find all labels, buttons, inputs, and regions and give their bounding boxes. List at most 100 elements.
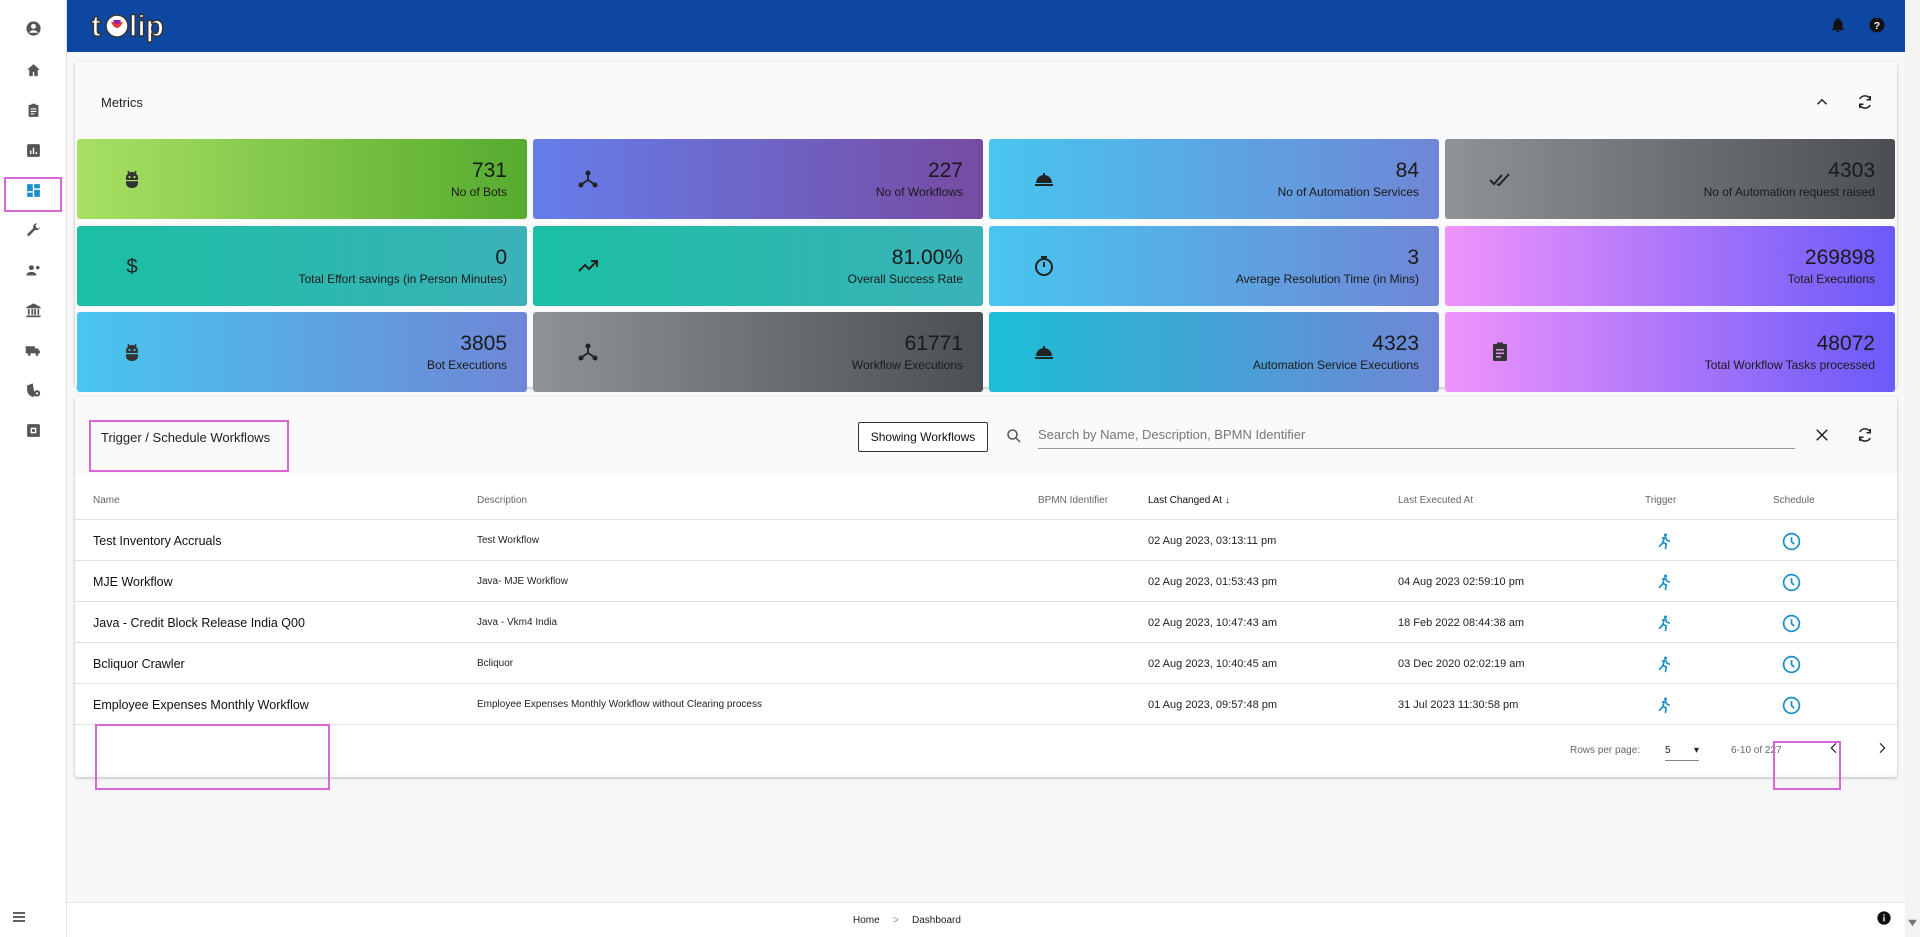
metric-label: No of Bots xyxy=(450,185,507,199)
workflow-name: Java - Credit Block Release India Q00 xyxy=(93,616,305,630)
truck-icon[interactable] xyxy=(20,337,46,363)
trigger-run-icon[interactable] xyxy=(1653,571,1675,593)
metric-value: 84 xyxy=(1395,159,1419,182)
tulip-logo[interactable]: t lip xyxy=(89,6,173,46)
metric-tile-workflow-tasks[interactable]: 48072 Total Workflow Tasks processed xyxy=(1445,312,1895,392)
clipboard-icon xyxy=(1487,339,1513,365)
rows-per-page-label: Rows per page: xyxy=(1570,745,1641,756)
double-check-icon xyxy=(1487,166,1513,192)
metric-tile-success-rate[interactable]: 81.00% Overall Success Rate xyxy=(533,226,983,306)
metric-label: Total Executions xyxy=(1787,272,1875,286)
search-input[interactable] xyxy=(1038,421,1795,449)
account-circle-icon[interactable] xyxy=(20,15,46,41)
info-icon[interactable] xyxy=(1872,906,1896,930)
svg-text:t: t xyxy=(91,10,101,43)
workflow-last-changed: 02 Aug 2023, 03:13:11 pm xyxy=(1148,535,1277,547)
metric-tile-automation-services[interactable]: 84 No of Automation Services xyxy=(989,139,1439,219)
breadcrumb-home[interactable]: Home xyxy=(853,915,880,926)
bank-icon[interactable] xyxy=(20,297,46,323)
column-header-description[interactable]: Description xyxy=(477,495,528,506)
metric-label: Workflow Executions xyxy=(851,358,963,372)
people-settings-icon[interactable] xyxy=(20,257,46,283)
showing-workflows-button[interactable]: Showing Workflows xyxy=(858,422,988,452)
dashboard-icon[interactable] xyxy=(20,177,46,203)
workflow-description: Bcliquor xyxy=(477,658,514,669)
metric-tile-bots[interactable]: 731 No of Bots xyxy=(77,139,527,219)
metric-label: No of Automation request raised xyxy=(1703,185,1875,199)
metric-tile-effort-savings[interactable]: $ 0 Total Effort savings (in Person Minu… xyxy=(77,226,527,306)
trigger-run-icon[interactable] xyxy=(1653,612,1675,634)
table-row[interactable]: Employee Expenses Monthly Workflow Emplo… xyxy=(75,684,1897,725)
trigger-run-icon[interactable] xyxy=(1653,530,1675,552)
table-row[interactable]: MJE Workflow Java- MJE Workflow 02 Aug 2… xyxy=(75,561,1897,602)
metric-tile-workflow-executions[interactable]: 61771 Workflow Executions xyxy=(533,312,983,392)
sort-arrow-down-icon: ↓ xyxy=(1224,495,1230,506)
table-row[interactable]: Java - Credit Block Release India Q00 Ja… xyxy=(75,602,1897,643)
trigger-run-icon[interactable] xyxy=(1653,694,1675,716)
metric-tile-automation-service-executions[interactable]: 4323 Automation Service Executions xyxy=(989,312,1439,392)
workflow-last-executed: 18 Feb 2022 08:44:38 am xyxy=(1398,617,1524,629)
column-header-trigger: Trigger xyxy=(1645,495,1677,506)
help-icon[interactable]: ? xyxy=(1866,14,1888,36)
wrench-icon[interactable] xyxy=(20,217,46,243)
scrollbar[interactable] xyxy=(1905,0,1920,937)
metric-tile-workflows[interactable]: 227 No of Workflows xyxy=(533,139,983,219)
service-bell-icon xyxy=(1031,339,1057,365)
robot-icon xyxy=(119,166,145,192)
scroll-down-icon xyxy=(1908,919,1917,927)
previous-page-icon[interactable] xyxy=(1823,737,1845,759)
metric-tile-bot-executions[interactable]: 3805 Bot Executions xyxy=(77,312,527,392)
metric-label: Bot Executions xyxy=(426,358,507,372)
workflows-title: Trigger / Schedule Workflows xyxy=(101,430,271,445)
column-header-last-changed[interactable]: Last Changed At ↓ xyxy=(1148,495,1230,506)
clear-search-icon[interactable] xyxy=(1809,422,1835,448)
dollar-icon: $ xyxy=(119,253,145,279)
service-bell-icon xyxy=(1031,166,1057,192)
refresh-workflows-icon[interactable] xyxy=(1852,422,1878,448)
metric-value: 4323 xyxy=(1372,332,1419,355)
plugin-box-icon[interactable] xyxy=(20,417,46,443)
bell-icon[interactable] xyxy=(1827,14,1849,36)
workflow-name: Test Inventory Accruals xyxy=(93,534,222,548)
top-app-bar: t lip ? xyxy=(67,0,1905,52)
metric-label: Average Resolution Time (in Mins) xyxy=(1235,272,1419,286)
metric-tile-resolution-time[interactable]: 3 Average Resolution Time (in Mins) xyxy=(989,226,1439,306)
metrics-title: Metrics xyxy=(101,95,143,110)
clipboard-icon[interactable] xyxy=(20,97,46,123)
schedule-clock-icon[interactable] xyxy=(1780,694,1802,716)
table-row[interactable]: Test Inventory Accruals Test Workflow 02… xyxy=(75,520,1897,561)
schedule-clock-icon[interactable] xyxy=(1780,612,1802,634)
metric-label: Automation Service Executions xyxy=(1252,358,1419,372)
trending-up-icon xyxy=(575,253,601,279)
column-header-last-executed[interactable]: Last Executed At xyxy=(1398,495,1474,506)
refresh-metrics-icon[interactable] xyxy=(1852,89,1878,115)
metric-tile-total-executions[interactable]: 269898 Total Executions xyxy=(1445,226,1895,306)
column-header-name[interactable]: Name xyxy=(93,495,120,506)
pagination-range: 6-10 of 227 xyxy=(1731,745,1782,756)
rows-per-page-select[interactable]: 5 ▾ xyxy=(1665,745,1699,761)
security-icon[interactable] xyxy=(20,377,46,403)
metric-label: Overall Success Rate xyxy=(847,272,963,286)
metric-tile-automation-requests[interactable]: 4303 No of Automation request raised xyxy=(1445,139,1895,219)
schedule-clock-icon[interactable] xyxy=(1780,571,1802,593)
collapse-icon[interactable] xyxy=(1809,89,1835,115)
menu-icon[interactable] xyxy=(8,906,30,928)
workflow-description: Test Workflow xyxy=(477,535,540,546)
workflow-description: Java - Vkm4 India xyxy=(477,617,558,628)
workflow-last-executed: 04 Aug 2023 02:59:10 pm xyxy=(1398,576,1524,588)
svg-text:?: ? xyxy=(1874,20,1880,32)
schedule-clock-icon[interactable] xyxy=(1780,530,1802,552)
workflow-last-changed: 02 Aug 2023, 10:40:45 am xyxy=(1148,658,1278,670)
table-row[interactable]: Bcliquor Crawler Bcliquor 02 Aug 2023, 1… xyxy=(75,643,1897,684)
next-page-icon[interactable] xyxy=(1871,737,1893,759)
analytics-icon[interactable] xyxy=(20,137,46,163)
trigger-run-icon[interactable] xyxy=(1653,653,1675,675)
metric-value: 227 xyxy=(927,159,963,182)
schedule-clock-icon[interactable] xyxy=(1780,653,1802,675)
breadcrumb-current: Dashboard xyxy=(912,915,961,926)
column-header-bpmn[interactable]: BPMN Identifier xyxy=(1038,495,1109,506)
table-pagination: Rows per page: 5 ▾ 6-10 of 227 xyxy=(75,725,1897,773)
home-icon[interactable] xyxy=(20,57,46,83)
search-icon xyxy=(1005,427,1025,447)
timer-icon xyxy=(1031,253,1057,279)
